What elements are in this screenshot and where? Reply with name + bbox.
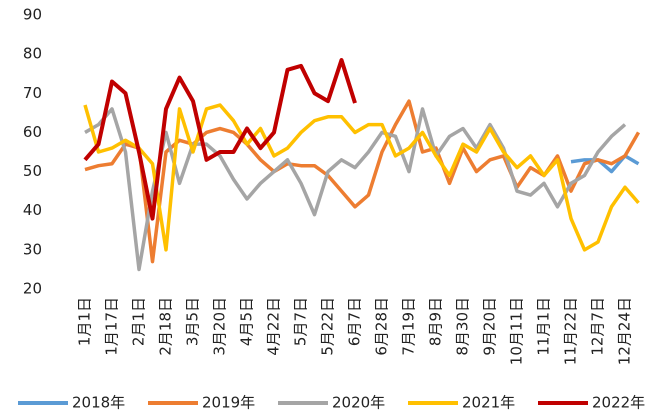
y-tick-label: 40 [23, 201, 42, 219]
x-tick-label: 10月11日 [508, 297, 526, 365]
x-tick-label: 2月1日 [130, 297, 148, 346]
x-tick-label: 3月5日 [184, 297, 202, 346]
x-tick-label: 1月1日 [76, 297, 94, 346]
x-tick-label: 11月1日 [535, 297, 553, 356]
x-tick-label: 12月24日 [616, 297, 634, 365]
y-tick-label: 60 [23, 123, 42, 141]
x-tick-label: 3月20日 [211, 297, 229, 356]
x-tick-label: 5月7日 [292, 297, 310, 346]
x-tick-label: 12月7日 [589, 297, 607, 356]
y-tick-label: 20 [23, 280, 42, 298]
legend-label: 2021年 [462, 394, 515, 412]
x-tick-label: 6月28日 [373, 297, 391, 356]
legend-label: 2020年 [332, 394, 385, 412]
y-tick-label: 70 [23, 84, 42, 102]
series-line [83, 58, 357, 221]
x-tick-label: 1月17日 [103, 297, 121, 356]
legend-label: 2022年 [592, 394, 645, 412]
x-tick-label: 4月22日 [265, 297, 283, 356]
y-tick-label: 90 [23, 6, 42, 24]
x-tick-label: 2月18日 [157, 297, 175, 356]
legend-label: 2019年 [202, 394, 255, 412]
x-tick-label: 9月20日 [481, 297, 499, 356]
x-tick-label: 4月5日 [238, 297, 256, 346]
legend: 2018年 2019年 2020年 2021年 2022年 [18, 394, 645, 412]
x-tick-label: 8月30日 [454, 297, 472, 356]
x-tick-label: 7月19日 [400, 297, 418, 356]
legend-label: 2018年 [72, 394, 125, 412]
x-tick-label: 8月9日 [427, 297, 445, 346]
y-tick-label: 30 [23, 240, 42, 258]
series-line [83, 103, 640, 252]
y-tick-label: 50 [23, 162, 42, 180]
x-tick-label: 6月7日 [346, 297, 364, 346]
y-tick-label: 80 [23, 45, 42, 63]
x-tick-label: 5月22日 [319, 297, 337, 356]
series-line [570, 154, 640, 174]
x-tick-label: 11月22日 [562, 297, 580, 365]
